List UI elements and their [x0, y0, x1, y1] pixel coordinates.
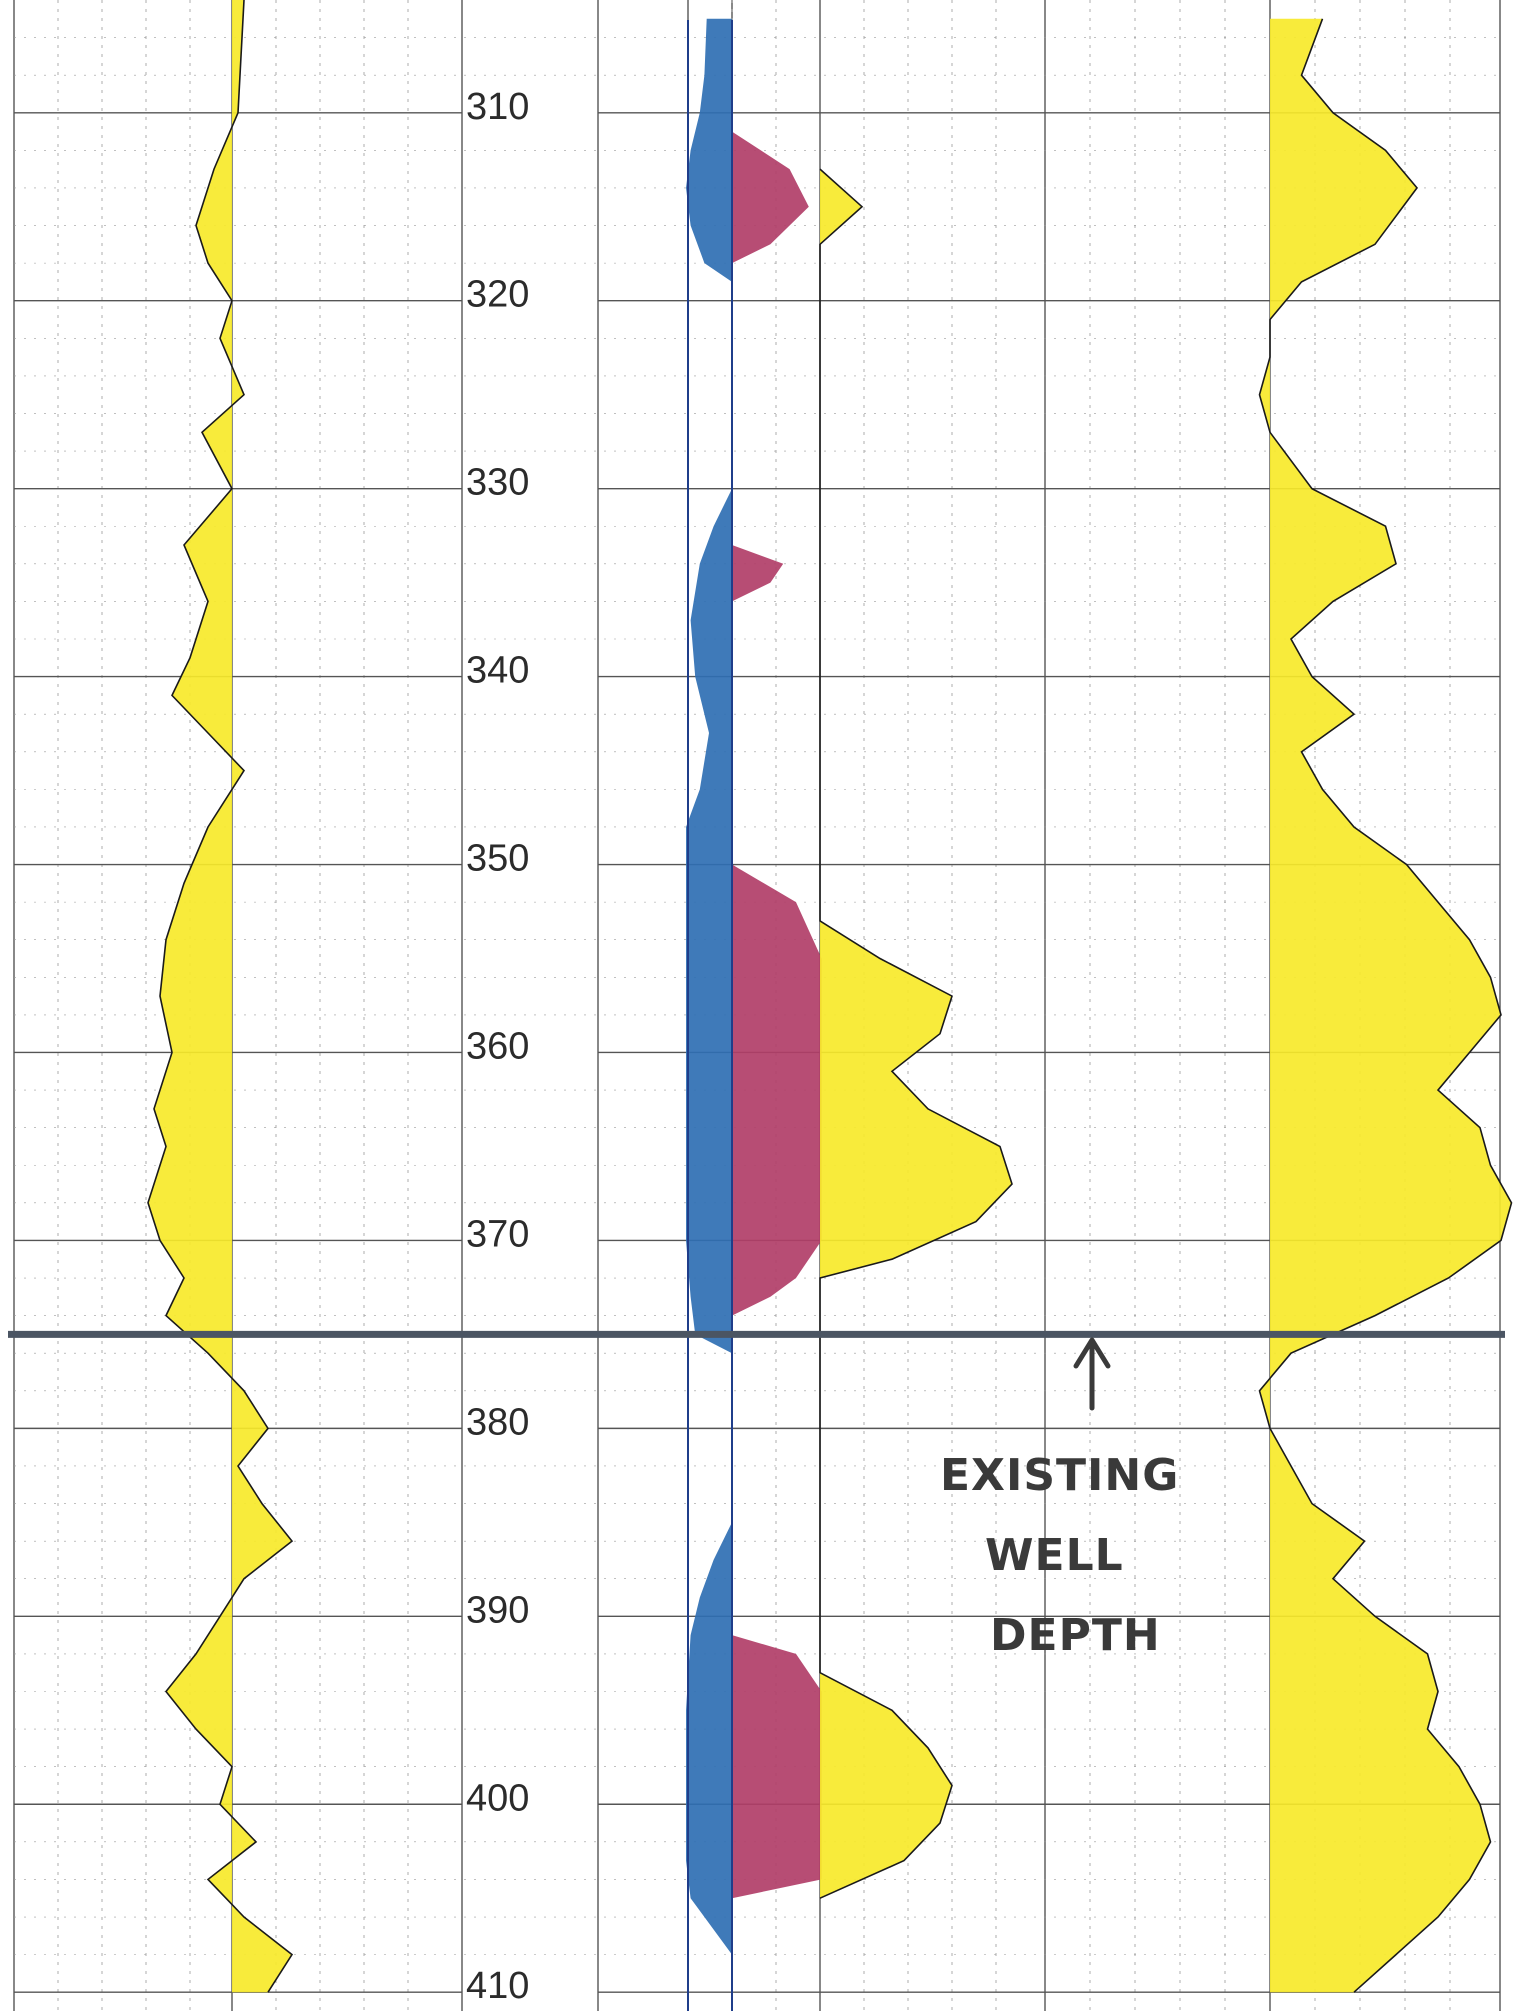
depth-tick-label-390: 390 [466, 1589, 529, 1631]
annotation-label-line-2: WELL [985, 1530, 1124, 1581]
log-fill-yellow-track-2-3 [820, 169, 1012, 1899]
log-fill-yellow-track-1-0 [148, 0, 292, 1993]
depth-tick-labels: 310 320 330 340 350 360 370 380 390 400 410 [466, 86, 529, 2007]
log-curve-track-4-4 [1258, 18, 1513, 1993]
depth-tick-label-320: 320 [466, 274, 529, 316]
depth-tick-label-330: 330 [466, 462, 529, 504]
log-fill-red-track-2-2 [732, 131, 822, 1899]
log-fills [148, 0, 1512, 1993]
log-curve-track-1-0 [147, 0, 294, 1993]
depth-tick-label-310: 310 [466, 86, 529, 128]
existing-well-depth-marker: EXISTING WELL DEPTH [8, 1330, 1505, 1661]
depth-tick-label-350: 350 [466, 838, 529, 880]
log-fill-blue-track-2-1 [686, 18, 732, 1955]
depth-tick-label-410: 410 [466, 1965, 529, 2007]
depth-tick-label-400: 400 [466, 1777, 529, 1819]
depth-tick-label-360: 360 [466, 1025, 529, 1067]
annotation-label-line-1: EXISTING [940, 1450, 1179, 1501]
depth-tick-label-370: 370 [466, 1213, 529, 1255]
up-arrow-icon [1073, 1337, 1111, 1411]
log-curves [147, 0, 1513, 2011]
log-curve-track-2-3 [819, 168, 1013, 1899]
depth-tick-label-380: 380 [466, 1401, 529, 1443]
log-fill-yellow-track-4-4 [1259, 18, 1512, 1993]
depth-tick-label-340: 340 [466, 650, 529, 692]
annotation-label-line-3: DEPTH [990, 1610, 1161, 1661]
